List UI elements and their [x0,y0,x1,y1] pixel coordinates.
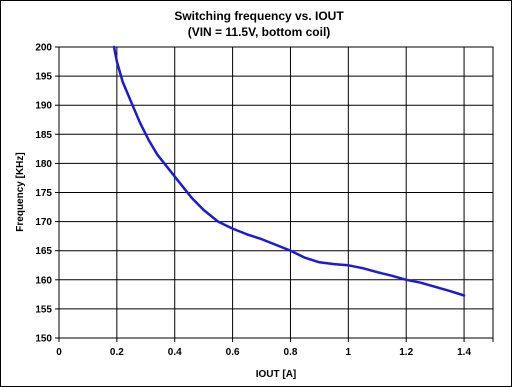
y-tick-label: 200 [35,43,52,54]
y-axis-label: Frequency [KHz] [15,152,26,231]
y-tick-label: 190 [35,101,52,112]
y-tick-label: 160 [35,275,52,286]
x-tick-label: 1.2 [399,347,413,358]
y-tick-label: 170 [35,217,52,228]
x-tick-label: 0 [56,347,62,358]
gridlines [59,47,493,338]
x-tick-label: 0.8 [284,347,298,358]
y-tick-label: 180 [35,159,52,170]
series-line-0 [112,45,466,297]
y-axis-ticks: 150 155 160 165 170 175 180 185 190 195 200 [35,43,59,345]
x-tick-label: 1.4 [457,347,471,358]
x-tick-label: 0.6 [226,347,240,358]
y-tick-label: 185 [35,130,52,141]
y-tick-label: 175 [35,188,52,199]
y-tick-label: 195 [35,72,52,83]
x-tick-label: 1 [346,347,352,358]
y-tick-label: 150 [35,334,52,345]
y-tick-label: 165 [35,246,52,257]
chart-subtitle: (VIN = 11.5V, bottom coil) [188,25,331,39]
y-tick-label: 155 [35,304,52,315]
x-tick-label: 0.4 [168,347,182,358]
chart-title: Switching frequency vs. IOUT [174,9,344,23]
x-axis-ticks: 0 0.2 0.4 0.6 0.8 1 1.2 1.4 [56,338,494,358]
x-axis-label: IOUT [A] [256,369,297,380]
series-layer [112,45,466,297]
x-tick-label: 0.2 [110,347,124,358]
